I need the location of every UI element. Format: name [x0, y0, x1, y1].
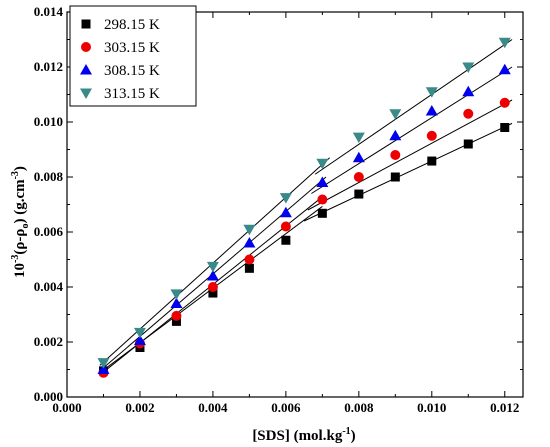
- legend-label-0: 298.15 K: [104, 17, 160, 33]
- point-series-2-2: [170, 297, 183, 308]
- point-series-1-2: [171, 310, 182, 321]
- y-tick-label: 0.006: [34, 224, 64, 239]
- y-tick-label: 0.010: [34, 114, 63, 129]
- legend: 298.15 K 303.15 K 308.15 K 313.15 K: [69, 5, 197, 107]
- y-tick-label: 0.000: [34, 389, 63, 404]
- point-series-0-9: [427, 156, 437, 166]
- legend-label-2: 308.15 K: [104, 63, 160, 79]
- point-series-0-5: [281, 235, 291, 245]
- point-series-1-8: [390, 150, 401, 160]
- point-series-2-3: [206, 270, 219, 281]
- point-series-2-6: [316, 176, 329, 187]
- legend-marker-1: [81, 42, 91, 52]
- point-series-3-8: [389, 109, 402, 120]
- point-series-2-1: [133, 334, 146, 346]
- y-tick-label: 0.004: [34, 279, 64, 294]
- point-series-2-11: [498, 63, 511, 75]
- point-series-1-6: [317, 194, 328, 205]
- x-tick-label: 0.000: [52, 400, 81, 415]
- x-tick-label: 0.006: [271, 400, 301, 415]
- point-series-3-10: [462, 62, 475, 73]
- x-tick-label: 0.012: [490, 400, 519, 415]
- point-series-2-9: [425, 105, 438, 116]
- point-series-3-5: [279, 193, 292, 204]
- point-series-3-4: [243, 224, 256, 236]
- point-series-1-5: [280, 221, 291, 232]
- point-series-1-9: [426, 130, 437, 141]
- point-series-2-0: [97, 363, 110, 374]
- y-axis-label: 10-3(ρ-ρo) (g.cm-3): [10, 166, 31, 278]
- fit-line-3-post: [314, 39, 513, 175]
- y-tick-label: 0.014: [34, 4, 64, 19]
- point-series-3-2: [170, 289, 183, 300]
- point-series-3-0: [97, 358, 110, 369]
- point-series-0-6: [317, 208, 327, 218]
- point-series-2-7: [352, 151, 365, 163]
- fit-line-1-post: [307, 99, 513, 211]
- point-series-0-8: [390, 172, 400, 182]
- point-series-3-9: [425, 87, 438, 98]
- legend-label-1: 303.15 K: [104, 40, 160, 56]
- point-series-1-10: [463, 108, 474, 119]
- fit-line-2-post: [311, 66, 513, 194]
- y-tick-label: 0.008: [34, 169, 64, 184]
- point-series-3-6: [316, 158, 329, 170]
- fit-line-3-pre: [99, 157, 330, 366]
- point-series-1-3: [207, 282, 218, 292]
- point-series-3-1: [133, 327, 146, 339]
- point-series-2-10: [462, 85, 475, 97]
- point-series-0-2: [171, 316, 181, 326]
- point-series-2-5: [279, 206, 292, 218]
- point-series-3-11: [498, 37, 511, 49]
- fit-line-0-post: [303, 122, 513, 222]
- point-series-0-11: [500, 123, 510, 132]
- point-series-1-4: [244, 254, 255, 265]
- y-tick-label: 0.002: [34, 334, 63, 349]
- y-tick-label: 0.012: [34, 59, 63, 74]
- x-tick-label: 0.002: [125, 400, 154, 415]
- legend-marker-0: [81, 19, 91, 29]
- data-points: [97, 37, 511, 378]
- x-tick-label: 0.010: [417, 400, 446, 415]
- x-ticks: 0.000 0.002 0.004 0.006 0.008 0.010 0.012: [52, 12, 519, 415]
- x-tick-label: 0.004: [198, 400, 228, 415]
- point-series-2-4: [243, 237, 256, 248]
- legend-marker-3: [80, 88, 92, 99]
- point-series-1-7: [353, 172, 364, 182]
- point-series-2-8: [389, 129, 402, 141]
- x-tick-label: 0.008: [344, 400, 374, 415]
- point-series-1-11: [499, 97, 510, 108]
- y-ticks: 0.000 0.002 0.004 0.006 0.008 0.010 0.012 0.014: [34, 4, 523, 404]
- point-series-3-3: [206, 261, 219, 273]
- point-series-0-3: [208, 288, 218, 298]
- point-series-0-4: [244, 263, 254, 273]
- point-series-0-7: [354, 189, 364, 199]
- legend-label-3: 313.15 K: [104, 86, 160, 102]
- legend-marker-2: [80, 64, 92, 75]
- x-axis-label: [SDS] (mol.kg-1): [252, 426, 355, 444]
- point-series-3-7: [352, 132, 365, 144]
- point-series-0-10: [463, 139, 473, 149]
